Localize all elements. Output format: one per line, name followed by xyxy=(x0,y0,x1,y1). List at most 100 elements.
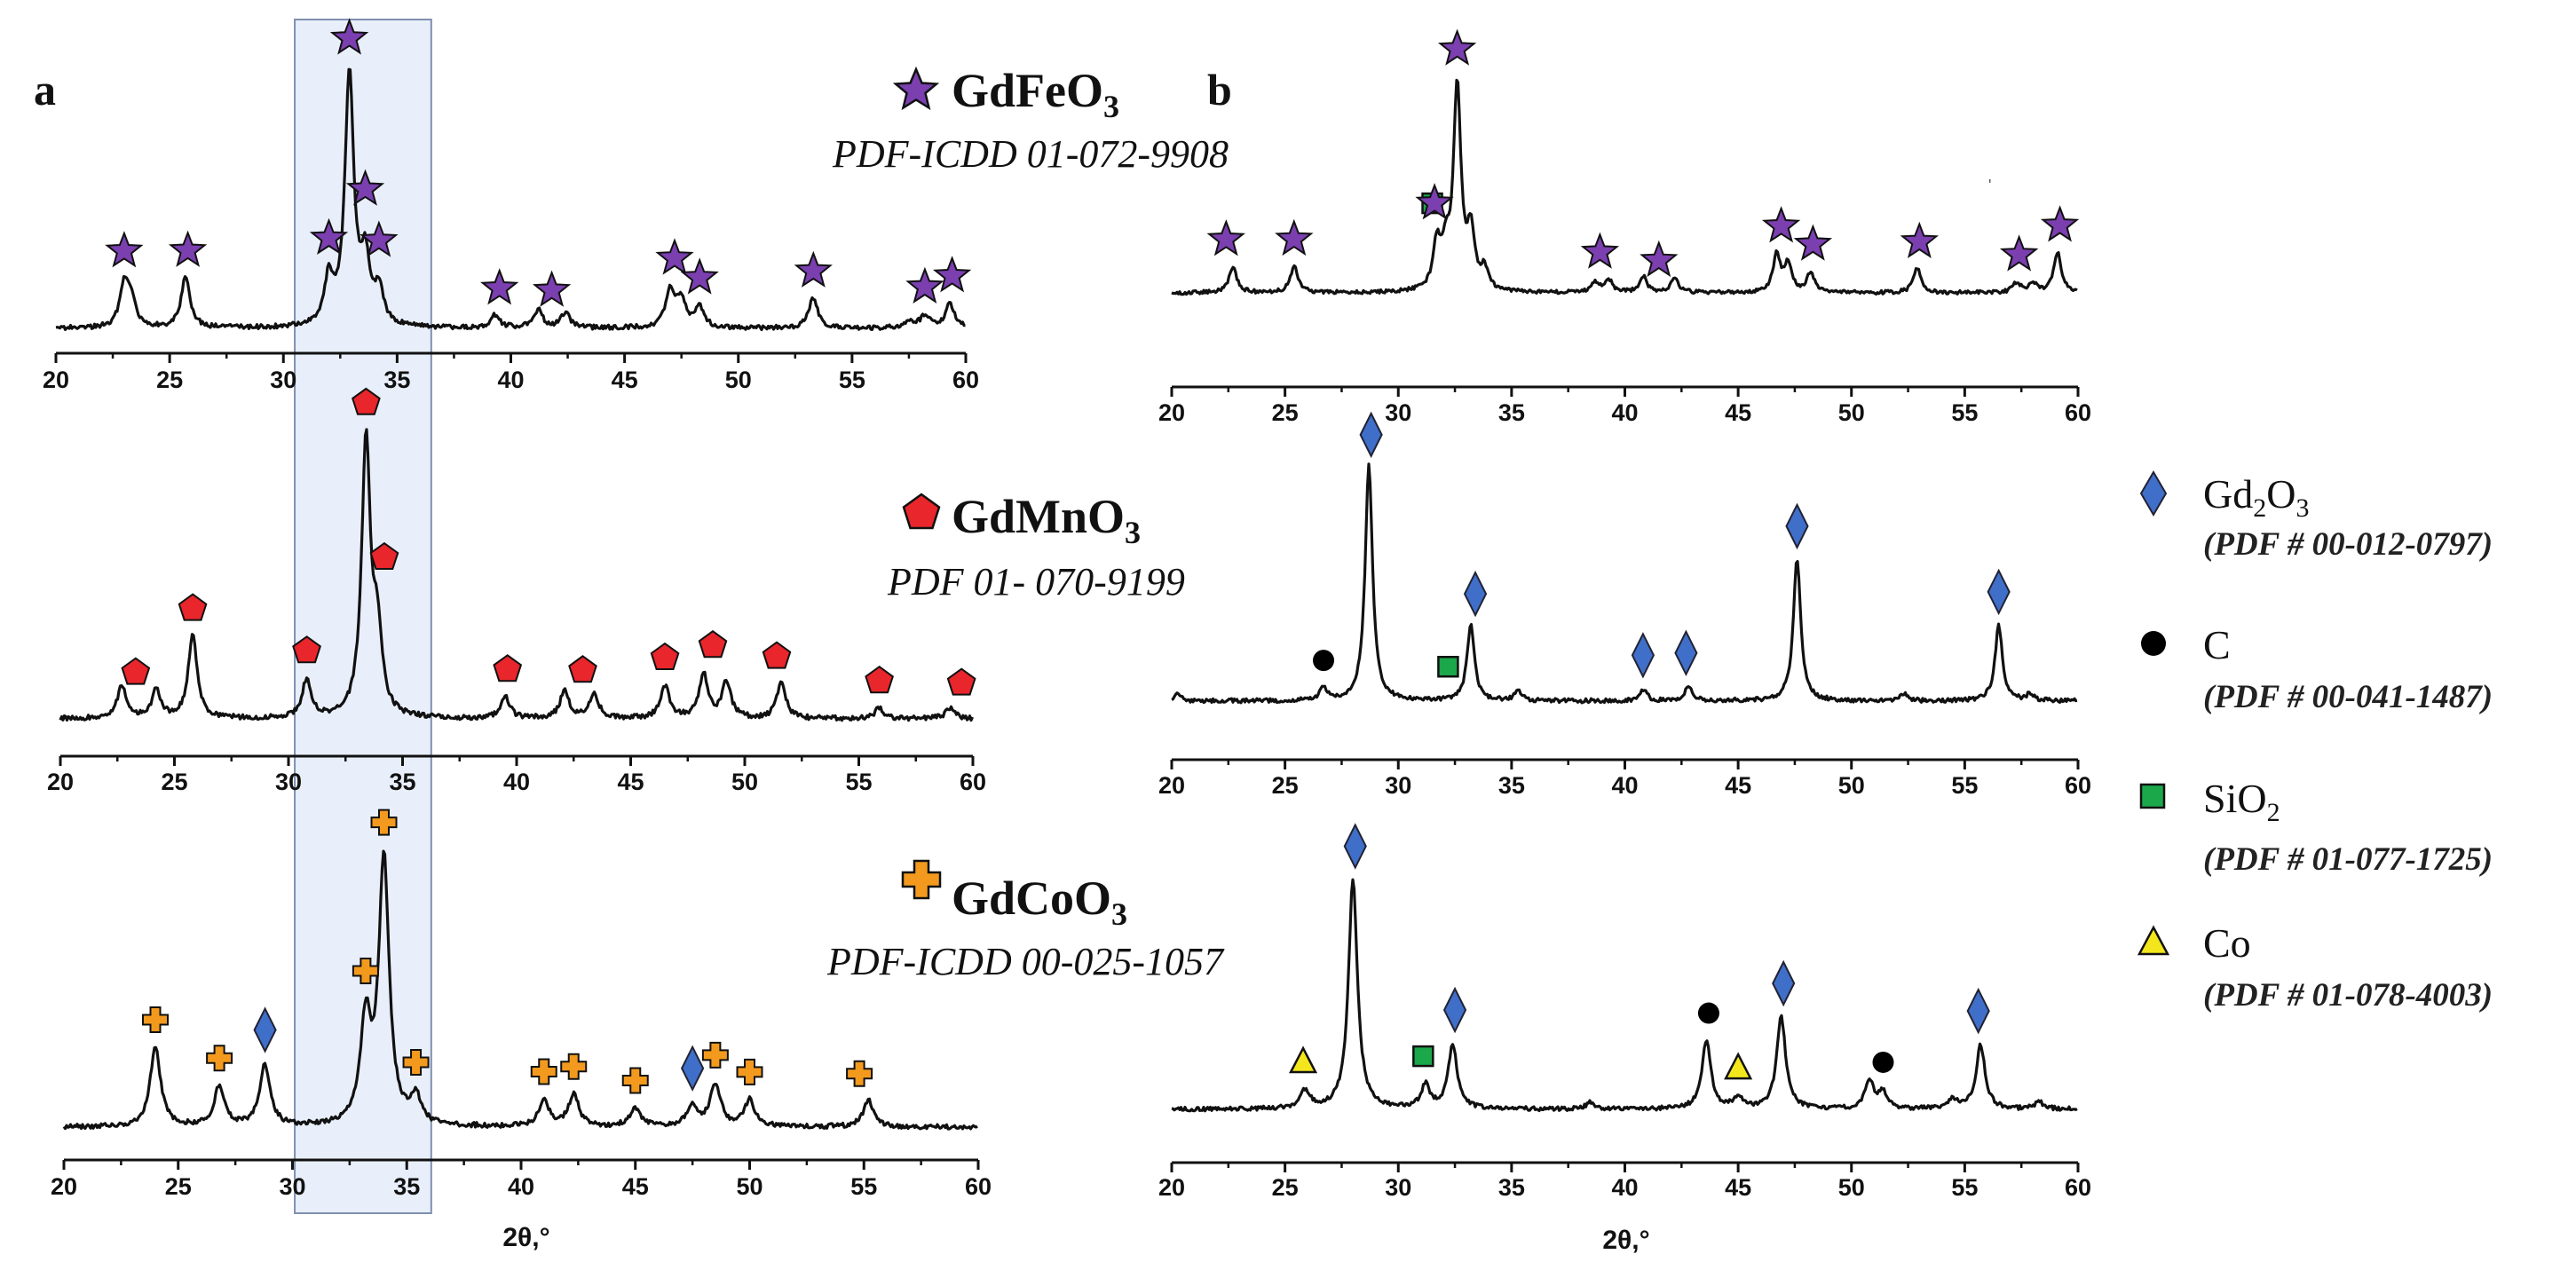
x-tick-label-0-0: 20 xyxy=(43,367,69,393)
star-marker-0-1 xyxy=(168,230,208,267)
x-tick-label-4-3: 35 xyxy=(1498,772,1525,799)
x-tick-label-1-2: 30 xyxy=(275,769,302,795)
cross-marker-2-7 xyxy=(560,1053,588,1080)
svg-text:GdFeO3: GdFeO3 xyxy=(952,64,1119,124)
panel-label-b: b xyxy=(1207,65,1232,114)
pdf-ref-gdcoo3: PDF-ICDD 00-025-1057 xyxy=(826,940,1225,983)
x-tick-label-1-0: 20 xyxy=(47,769,74,795)
diamond-marker-4-4 xyxy=(1631,632,1655,679)
legend-ref-co: (PDF # 01-078-4003) xyxy=(2203,977,2493,1014)
xrd-curve-5 xyxy=(1171,878,2078,1113)
star-marker-3-9 xyxy=(1900,221,1939,258)
square-icon xyxy=(2139,783,2166,809)
x-tick-label-1-4: 40 xyxy=(503,769,530,795)
pentagon-marker-1-2 xyxy=(292,635,321,664)
x-tick-label-5-6: 50 xyxy=(1838,1174,1865,1201)
pentagon-marker-1-4 xyxy=(369,541,399,570)
x-tick-label-4-0: 20 xyxy=(1158,772,1185,799)
star-marker-3-1 xyxy=(1275,218,1314,256)
x-tick-label-1-7: 55 xyxy=(845,769,872,795)
legend-item-sio2: SiO2 (PDF # 01-077-1725) xyxy=(2139,776,2493,878)
x-tick-label-3-7: 55 xyxy=(1951,399,1978,426)
x-tick-label-4-8: 60 xyxy=(2065,772,2091,799)
xrd-curve-4 xyxy=(1171,462,2078,705)
circle-marker-5-7 xyxy=(1872,1051,1894,1073)
star-marker-0-10 xyxy=(794,250,833,288)
legend-item-co: Co (PDF # 01-078-4003) xyxy=(2137,920,2493,1014)
x-tick-label-5-0: 20 xyxy=(1158,1174,1185,1201)
title-gdmno3-base: GdMnO xyxy=(952,490,1125,543)
cross-marker-2-1 xyxy=(206,1045,233,1072)
x-tick-label-3-3: 35 xyxy=(1498,399,1525,426)
star-marker-3-3 xyxy=(1415,183,1454,220)
x-tick-label-0-3: 35 xyxy=(383,367,410,393)
star-marker-0-3 xyxy=(329,18,369,55)
title-gdmno3-sub: 3 xyxy=(1125,515,1141,550)
title-gdfeo3-sub: 3 xyxy=(1103,89,1119,124)
x-tick-label-3-8: 60 xyxy=(2065,399,2091,426)
svg-text:GdCoO3: GdCoO3 xyxy=(952,872,1127,932)
diamond-marker-5-8 xyxy=(1966,987,1990,1035)
x-tick-label-2-4: 40 xyxy=(508,1173,534,1200)
star-marker-0-11 xyxy=(905,266,944,304)
pdf-ref-gdmno3: PDF 01- 070-9199 xyxy=(887,560,1185,604)
x-tick-label-5-4: 40 xyxy=(1611,1174,1638,1201)
x-tick-label-5-5: 45 xyxy=(1725,1174,1751,1201)
cross-marker-2-0 xyxy=(142,1006,169,1033)
x-tick-label-0-5: 45 xyxy=(612,367,638,393)
x-axis-label-2: 2θ,° xyxy=(502,1223,549,1252)
pentagon-marker-1-3 xyxy=(352,387,381,415)
title-gdfeo3-base: GdFeO xyxy=(952,64,1103,117)
xrd-curve-1 xyxy=(59,428,974,722)
circle-icon xyxy=(2141,631,2166,656)
cross-marker-2-8 xyxy=(621,1067,649,1094)
x-tick-label-0-7: 55 xyxy=(839,367,865,393)
x-tick-label-3-0: 20 xyxy=(1158,399,1185,426)
legend-item-gd2o3: Gd2O3 (PDF # 00-012-0797) xyxy=(2139,470,2493,563)
triangle-marker-5-1 xyxy=(1288,1045,1318,1074)
star-marker-3-4 xyxy=(1437,28,1477,66)
x-tick-label-0-4: 40 xyxy=(497,367,524,393)
star-marker-0-5 xyxy=(360,220,399,257)
x-tick-label-1-1: 25 xyxy=(161,769,187,795)
legend-name-c: C xyxy=(2203,622,2231,667)
legend-ref-sio2: (PDF # 01-077-1725) xyxy=(2203,841,2493,878)
legend-name-gd2o3-mid: O xyxy=(2266,471,2295,517)
legend-item-c: C (PDF # 00-041-1487) xyxy=(2141,622,2493,715)
legend-name-sio2-base: SiO xyxy=(2203,776,2267,821)
star-marker-0-7 xyxy=(532,270,572,307)
xrd-curve-0 xyxy=(55,67,966,332)
x-tick-label-4-1: 25 xyxy=(1272,772,1299,799)
star-marker-0-2 xyxy=(309,217,349,255)
x-tick-label-0-6: 50 xyxy=(725,367,752,393)
x-tick-label-5-3: 35 xyxy=(1498,1174,1525,1201)
x-tick-label-5-8: 60 xyxy=(2065,1174,2091,1201)
svg-text:Gd2O3: Gd2O3 xyxy=(2203,471,2309,523)
legend-ref-gd2o3: (PDF # 00-012-0797) xyxy=(2203,526,2493,563)
x-tick-label-5-2: 30 xyxy=(1385,1174,1411,1201)
star-marker-0-0 xyxy=(105,231,144,268)
cross-marker-2-12 xyxy=(846,1060,873,1087)
title-gdcoo3-base: GdCoO xyxy=(952,872,1111,925)
cross-marker-2-11 xyxy=(736,1058,763,1085)
x-tick-label-3-6: 50 xyxy=(1838,399,1865,426)
star-marker-0-8 xyxy=(655,238,694,275)
title-gdfeo3: GdFeO3 PDF-ICDD 01-072-9908 xyxy=(832,64,1229,176)
cross-marker-2-3 xyxy=(352,957,379,984)
diamond-marker-2-2 xyxy=(253,1006,277,1053)
diamond-icon xyxy=(2139,470,2168,517)
cross-icon xyxy=(901,859,942,900)
diamond-marker-4-5 xyxy=(1674,629,1698,677)
x-tick-label-0-2: 30 xyxy=(270,367,296,393)
x-tick-label-0-8: 60 xyxy=(952,367,979,393)
pentagon-marker-1-6 xyxy=(568,655,597,683)
star-marker-0-9 xyxy=(680,257,719,295)
legend-name-sio2-sub: 2 xyxy=(2267,798,2280,827)
panel-label-a: a xyxy=(34,65,56,114)
star-marker-3-8 xyxy=(1793,224,1833,261)
pentagon-marker-1-10 xyxy=(865,665,894,694)
x-tick-label-5-1: 25 xyxy=(1272,1174,1299,1201)
star-marker-3-7 xyxy=(1761,206,1801,243)
x-tick-label-3-1: 25 xyxy=(1272,399,1299,426)
circle-marker-5-4 xyxy=(1697,1002,1719,1024)
